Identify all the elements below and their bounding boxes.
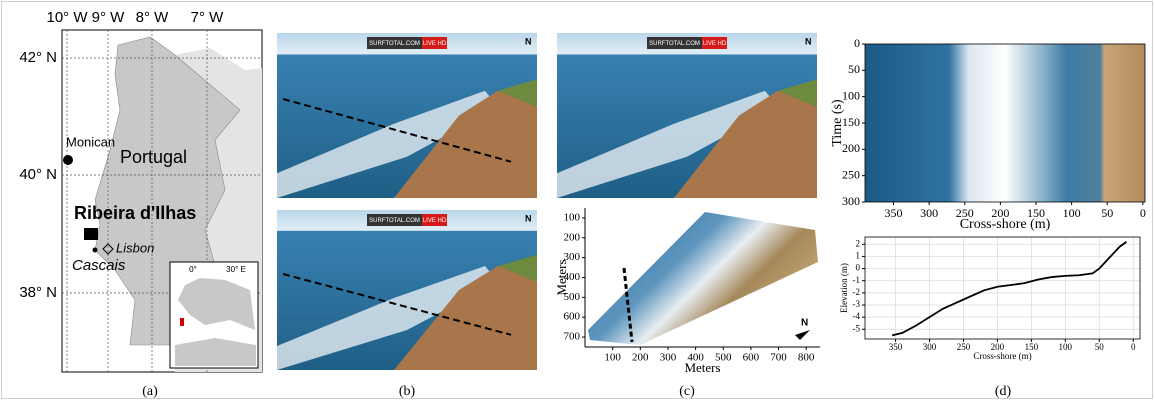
map: 10° W 9° W 8° W 7° W 42° N 40° N 38° N M… — [19, 9, 262, 372]
y-tick-label: 250 — [842, 167, 860, 181]
caption: (a) — [142, 384, 158, 399]
country-label: Portugal — [120, 147, 187, 167]
x-tick-label: 350 — [884, 206, 902, 220]
banner-text: SURFTOTAL.COM — [649, 41, 700, 47]
y-axis-label: Elevation (m) — [839, 263, 849, 313]
y-tick-label: -2 — [853, 287, 861, 297]
x-tick-label: 100 — [1063, 206, 1081, 220]
y-tick-label: 700 — [564, 331, 581, 343]
x-tick-label: 0 — [1140, 206, 1146, 220]
north-arrow: N — [525, 213, 532, 223]
y-tick-label: 0 — [854, 36, 860, 50]
y-axis-label: Meters — [554, 259, 569, 295]
profile-line — [892, 242, 1126, 336]
banner-text: SURFTOTAL.COM — [369, 218, 420, 224]
x-tick-label: 300 — [660, 352, 677, 364]
monican-buoy — [63, 155, 73, 165]
y-tick-label: 50 — [848, 62, 860, 76]
x-tick-label: 50 — [1095, 342, 1105, 352]
inset-label: 30° E — [226, 265, 246, 274]
x-tick-label: 250 — [957, 342, 971, 352]
y-tick-label: -1 — [853, 275, 861, 285]
place-label: Monican — [66, 134, 115, 149]
lat-label: 40° N — [19, 166, 57, 183]
site-marker — [84, 228, 98, 240]
timestack-image — [865, 44, 1145, 202]
place-label: Lisbon — [116, 240, 154, 255]
y-tick-label: -3 — [853, 299, 861, 309]
x-tick-label: 300 — [923, 342, 937, 352]
y-tick-label: 100 — [564, 211, 581, 223]
x-axis-label: Meters — [684, 360, 720, 375]
place-label: Cascais — [72, 257, 126, 274]
cascais-marker — [93, 248, 98, 253]
y-tick-label: 200 — [564, 231, 581, 243]
x-tick-label: 200 — [632, 352, 649, 364]
banner-text: SURFTOTAL.COM — [369, 41, 420, 47]
y-tick-label: 1 — [856, 250, 861, 260]
x-tick-label: 700 — [770, 352, 787, 364]
inset-label: 0° — [189, 265, 197, 274]
live-text: LIVE HD — [423, 41, 447, 47]
x-tick-label: 350 — [889, 342, 903, 352]
x-tick-label: 300 — [920, 206, 938, 220]
lon-label: 8° W — [136, 9, 170, 26]
lon-label: 10° W — [46, 9, 88, 26]
y-tick-label: 300 — [842, 194, 860, 208]
y-tick-label: 2 — [856, 238, 861, 248]
lon-label: 7° W — [191, 9, 225, 26]
lon-label: 9° W — [92, 9, 126, 26]
x-axis-label: Cross-shore (m) — [973, 351, 1031, 361]
rectified-image — [588, 212, 818, 345]
figure: 10° W 9° W 8° W 7° W 42° N 40° N 38° N M… — [0, 0, 1155, 401]
live-text: LIVE HD — [703, 41, 727, 47]
inset-map: 0° 30° E — [170, 262, 258, 368]
live-text: LIVE HD — [423, 218, 447, 224]
caption: (d) — [995, 384, 1012, 399]
x-tick-label: 50 — [1101, 206, 1113, 220]
axes-frame — [865, 237, 1140, 339]
x-tick-label: 100 — [1059, 342, 1073, 352]
lat-label: 38° N — [19, 284, 57, 301]
north-arrow: N — [801, 318, 808, 329]
caption: (c) — [679, 384, 695, 399]
north-arrow: N — [805, 36, 812, 46]
page: 10° W 9° W 8° W 7° W 42° N 40° N 38° N M… — [0, 0, 1155, 401]
north-arrow: N — [525, 36, 532, 46]
y-tick-label: 600 — [564, 311, 581, 323]
y-tick-label: 0 — [856, 263, 861, 273]
x-tick-label: 800 — [798, 352, 815, 364]
x-axis-label: Cross-shore (m) — [960, 217, 1051, 232]
north-arrow-icon — [795, 330, 810, 340]
site-label: Ribeira d'Ilhas — [74, 203, 196, 223]
caption: (b) — [399, 384, 416, 399]
x-tick-label: 0 — [1131, 342, 1136, 352]
x-tick-label: 600 — [743, 352, 760, 364]
x-tick-label: 100 — [604, 352, 621, 364]
y-tick-label: -5 — [853, 323, 861, 333]
lat-label: 42° N — [19, 49, 57, 66]
y-axis-label: Time (s) — [830, 99, 845, 147]
y-tick-label: -4 — [853, 311, 861, 321]
